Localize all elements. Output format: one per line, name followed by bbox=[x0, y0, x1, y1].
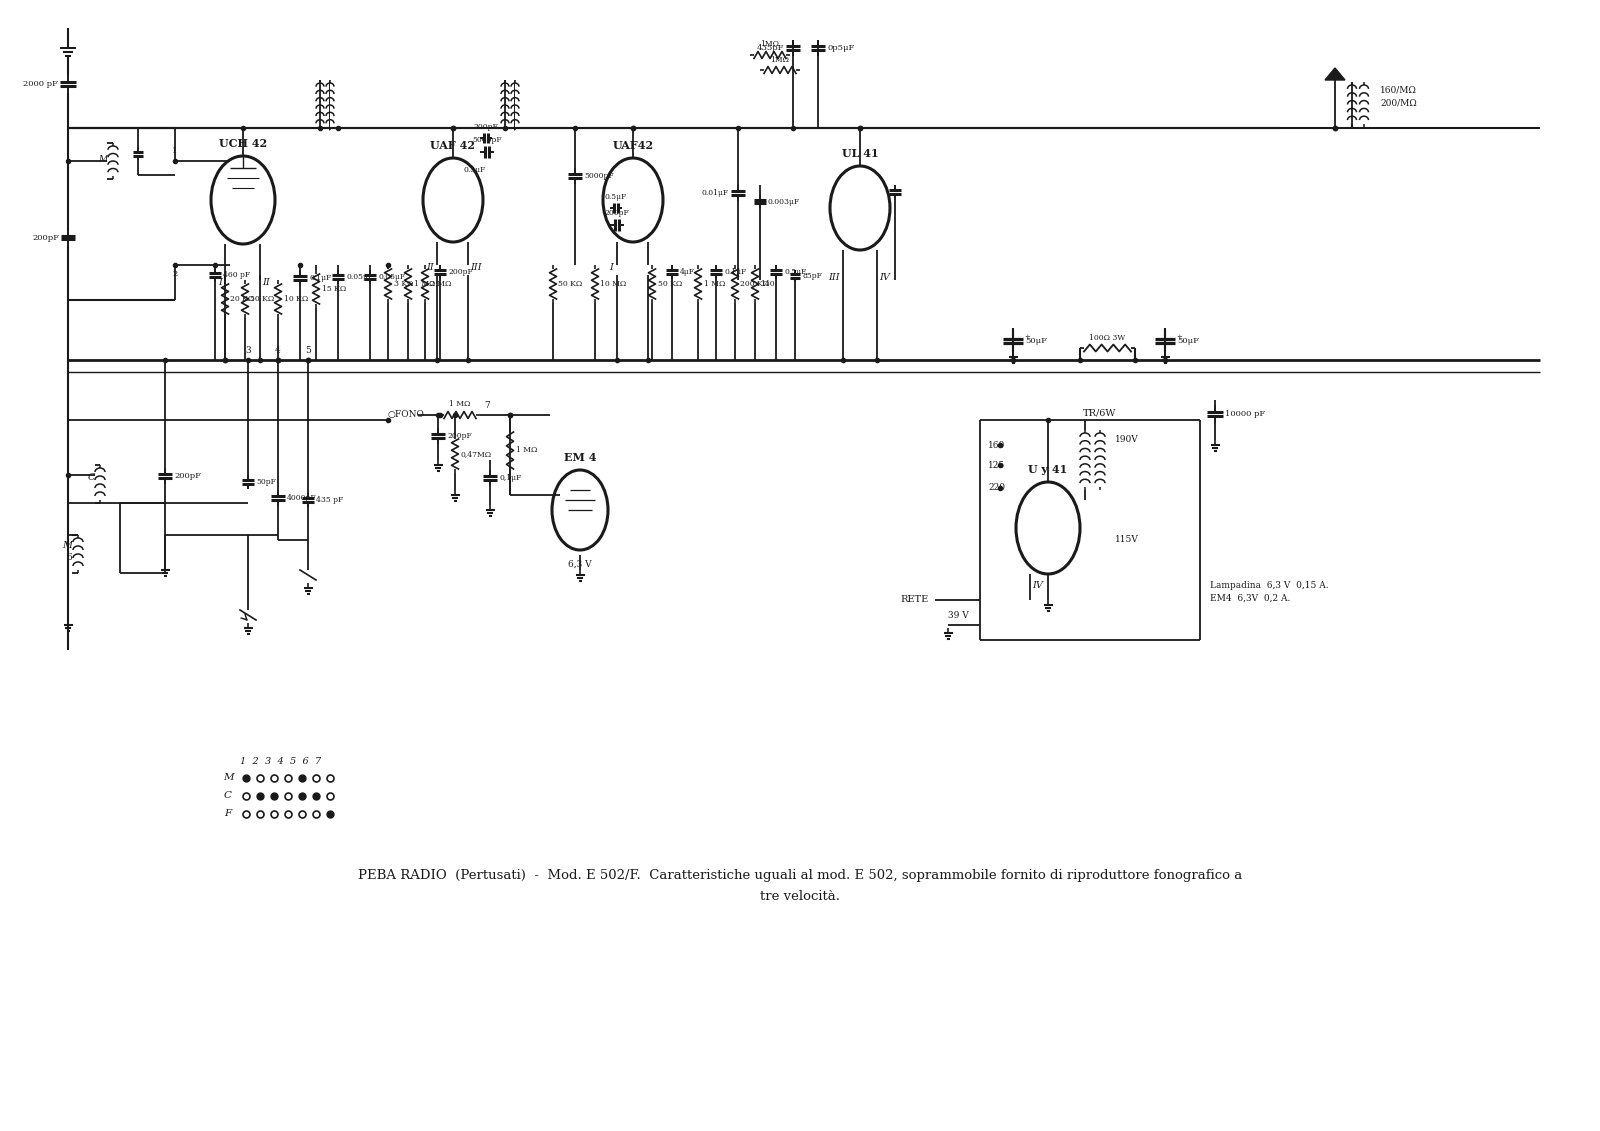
Text: 0.1μF: 0.1μF bbox=[725, 268, 747, 276]
Text: 200pF: 200pF bbox=[474, 122, 498, 130]
Text: 50μF: 50μF bbox=[1026, 337, 1046, 345]
Text: F: F bbox=[224, 810, 232, 819]
Text: 5: 5 bbox=[306, 346, 310, 355]
Text: IV: IV bbox=[1032, 580, 1043, 589]
Text: 140: 140 bbox=[760, 280, 774, 288]
Text: 0.1μF: 0.1μF bbox=[309, 274, 331, 282]
Text: 4μF: 4μF bbox=[680, 268, 696, 276]
Text: 160/MΩ: 160/MΩ bbox=[1379, 86, 1418, 95]
Text: 10 KΩ: 10 KΩ bbox=[283, 295, 307, 303]
Text: RETE: RETE bbox=[901, 596, 930, 604]
Text: 2000 pF: 2000 pF bbox=[22, 80, 58, 88]
Text: C: C bbox=[88, 474, 94, 483]
Text: 50μF: 50μF bbox=[1178, 337, 1198, 345]
Text: 1: 1 bbox=[173, 147, 178, 155]
Text: UAF42: UAF42 bbox=[613, 140, 653, 152]
Text: 200pF: 200pF bbox=[448, 268, 474, 276]
Text: 2: 2 bbox=[173, 270, 178, 278]
Text: 5000pF: 5000pF bbox=[584, 172, 614, 180]
Text: 50 KΩ: 50 KΩ bbox=[251, 295, 275, 303]
Text: 50pF: 50pF bbox=[256, 478, 277, 486]
Polygon shape bbox=[1325, 68, 1346, 80]
Text: 1  2  3  4  5  6  7: 1 2 3 4 5 6 7 bbox=[240, 758, 322, 767]
Text: 10000 pF: 10000 pF bbox=[1226, 411, 1266, 418]
Text: 0.5μF: 0.5μF bbox=[605, 192, 627, 200]
Text: I: I bbox=[610, 264, 613, 271]
Text: 3: 3 bbox=[245, 346, 251, 355]
Text: 0.05μF: 0.05μF bbox=[346, 273, 373, 280]
Text: 1 MΩ: 1 MΩ bbox=[413, 280, 435, 288]
Text: II: II bbox=[262, 278, 270, 287]
Text: 4000pF: 4000pF bbox=[288, 494, 317, 502]
Text: C: C bbox=[224, 792, 232, 801]
Text: UAF 42: UAF 42 bbox=[430, 140, 475, 152]
Text: 115V: 115V bbox=[1115, 535, 1139, 544]
Text: ○FONO: ○FONO bbox=[387, 411, 426, 420]
Text: 1MΩ: 1MΩ bbox=[760, 41, 779, 49]
Text: UL 41: UL 41 bbox=[842, 148, 878, 159]
Text: 200pF: 200pF bbox=[448, 432, 472, 440]
Text: IV: IV bbox=[878, 273, 890, 282]
Text: 0p5μF: 0p5μF bbox=[827, 44, 854, 52]
Text: 0,1μF: 0,1μF bbox=[499, 474, 522, 482]
Text: 125: 125 bbox=[989, 460, 1005, 469]
Text: 7: 7 bbox=[485, 402, 490, 411]
Text: 460 pF: 460 pF bbox=[224, 271, 251, 279]
Text: 5000pF: 5000pF bbox=[472, 136, 502, 144]
Text: 160: 160 bbox=[989, 440, 1005, 449]
Text: Lampadina  6,3 V  0,15 A.: Lampadina 6,3 V 0,15 A. bbox=[1210, 580, 1328, 589]
Text: 39 V: 39 V bbox=[947, 611, 968, 620]
Text: 1MΩ: 1MΩ bbox=[771, 55, 789, 63]
Text: +: + bbox=[1176, 334, 1182, 342]
Text: 200pF: 200pF bbox=[32, 233, 59, 242]
Text: TR/6W: TR/6W bbox=[1083, 409, 1117, 418]
Text: 10 MΩ: 10 MΩ bbox=[600, 280, 627, 288]
Text: U y 41: U y 41 bbox=[1029, 464, 1067, 475]
Text: 220: 220 bbox=[989, 483, 1005, 492]
Text: 435pF: 435pF bbox=[757, 44, 784, 52]
Text: I: I bbox=[218, 278, 222, 287]
Text: 200pF: 200pF bbox=[174, 472, 202, 480]
Text: 1 MΩ: 1 MΩ bbox=[515, 447, 538, 455]
Text: 190V: 190V bbox=[1115, 435, 1139, 444]
Text: 6,3 V: 6,3 V bbox=[568, 560, 592, 569]
Text: PEBA RADIO  (Pertusati)  -  Mod. E 502/F.  Caratteristiche uguali al mod. E 502,: PEBA RADIO (Pertusati) - Mod. E 502/F. C… bbox=[358, 869, 1242, 881]
Text: 50 KΩ: 50 KΩ bbox=[558, 280, 582, 288]
Text: M: M bbox=[222, 774, 234, 783]
Text: 1 MΩ: 1 MΩ bbox=[704, 280, 725, 288]
Text: 0.5μF: 0.5μF bbox=[464, 166, 486, 174]
Text: 200/MΩ: 200/MΩ bbox=[1379, 98, 1416, 107]
Text: 20 KΩ: 20 KΩ bbox=[230, 295, 254, 303]
Text: III: III bbox=[470, 264, 482, 271]
Text: M: M bbox=[98, 155, 107, 164]
Text: 0.05μF: 0.05μF bbox=[378, 273, 405, 280]
Text: 1 MΩ: 1 MΩ bbox=[450, 400, 470, 408]
Text: EM 4: EM 4 bbox=[563, 452, 597, 463]
Text: 4: 4 bbox=[275, 346, 282, 355]
Text: 100Ω 3W: 100Ω 3W bbox=[1090, 334, 1126, 342]
Text: III: III bbox=[829, 273, 840, 282]
Text: EM4  6,3V  0,2 A.: EM4 6,3V 0,2 A. bbox=[1210, 594, 1290, 603]
Text: 15 KΩ: 15 KΩ bbox=[322, 285, 346, 293]
Text: 85pF: 85pF bbox=[802, 271, 822, 280]
Text: 50 KΩ: 50 KΩ bbox=[658, 280, 682, 288]
Text: tre velocità.: tre velocità. bbox=[760, 890, 840, 904]
Text: 0,47MΩ: 0,47MΩ bbox=[461, 450, 491, 458]
Text: M: M bbox=[62, 541, 72, 550]
Text: UCH 42: UCH 42 bbox=[219, 138, 267, 149]
Text: II: II bbox=[426, 264, 434, 271]
Text: 200 KΩ: 200 KΩ bbox=[741, 280, 770, 288]
Text: 6: 6 bbox=[66, 553, 72, 562]
Text: +: + bbox=[1024, 334, 1030, 342]
Text: 0.003μF: 0.003μF bbox=[768, 198, 800, 206]
Text: 2 MΩ: 2 MΩ bbox=[430, 280, 451, 288]
Text: 0.5μF: 0.5μF bbox=[784, 268, 806, 276]
Text: 435 pF: 435 pF bbox=[317, 497, 344, 504]
Text: 3 KΩ: 3 KΩ bbox=[394, 280, 413, 288]
Text: 200pF: 200pF bbox=[605, 209, 629, 217]
Text: 0.01μF: 0.01μF bbox=[702, 189, 728, 197]
